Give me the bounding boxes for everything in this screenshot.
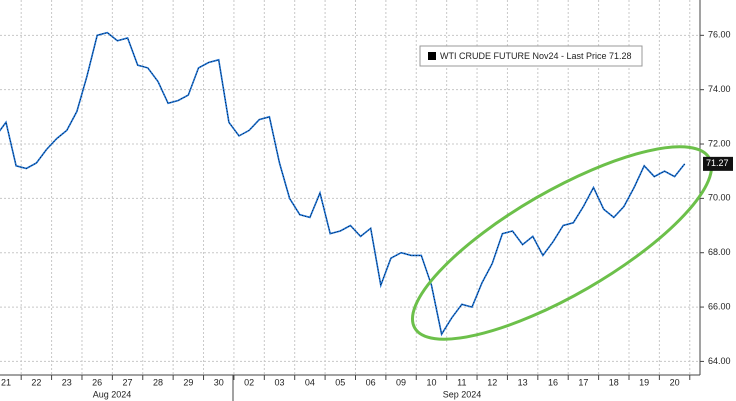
x-tick-label: 11 [457, 377, 466, 387]
x-tick-label: 16 [548, 377, 558, 387]
y-tick-label: 68.00 [708, 247, 731, 257]
x-tick-label: 06 [366, 377, 376, 387]
y-tick-label: 74.00 [708, 84, 731, 94]
price-line-shadow [0, 32, 685, 335]
x-tick-label: 22 [31, 377, 41, 387]
month-label: Aug 2024 [93, 389, 132, 399]
x-tick-label: 21 [1, 377, 11, 387]
plot-area [0, 0, 700, 375]
x-tick-label: 27 [123, 377, 133, 387]
x-tick-label: 17 [578, 377, 588, 387]
x-tick-label: 09 [396, 377, 406, 387]
legend-swatch [428, 52, 436, 60]
x-tick-label: 05 [335, 377, 345, 387]
x-tick-label: 13 [518, 377, 528, 387]
y-tick-label: 70.00 [708, 193, 731, 203]
x-tick-label: 20 [670, 377, 680, 387]
x-tick-label: 12 [487, 377, 497, 387]
x-tick-label: 18 [609, 377, 619, 387]
last-price-box [703, 156, 733, 171]
y-tick-label: 76.00 [708, 30, 731, 40]
x-tick-label: 03 [275, 377, 285, 387]
x-tick-label: 10 [426, 377, 436, 387]
x-tick-label: 28 [153, 377, 163, 387]
x-tick-label: 26 [92, 377, 102, 387]
x-tick-label: 30 [214, 377, 224, 387]
last-price-label: 71.27 [706, 158, 729, 168]
x-tick-label: 19 [639, 377, 649, 387]
y-tick-label: 72.00 [708, 138, 731, 148]
x-tick-label: 29 [183, 377, 193, 387]
y-tick-label: 64.00 [708, 356, 731, 366]
x-tick-label: 04 [305, 377, 315, 387]
legend-box [419, 45, 643, 67]
x-tick-label: 23 [62, 377, 72, 387]
month-label: Sep 2024 [443, 389, 482, 399]
x-tick-label: 02 [244, 377, 254, 387]
legend-label: WTI CRUDE FUTURE Nov24 - Last Price 71.2… [440, 51, 632, 61]
y-tick-label: 66.00 [708, 301, 731, 311]
